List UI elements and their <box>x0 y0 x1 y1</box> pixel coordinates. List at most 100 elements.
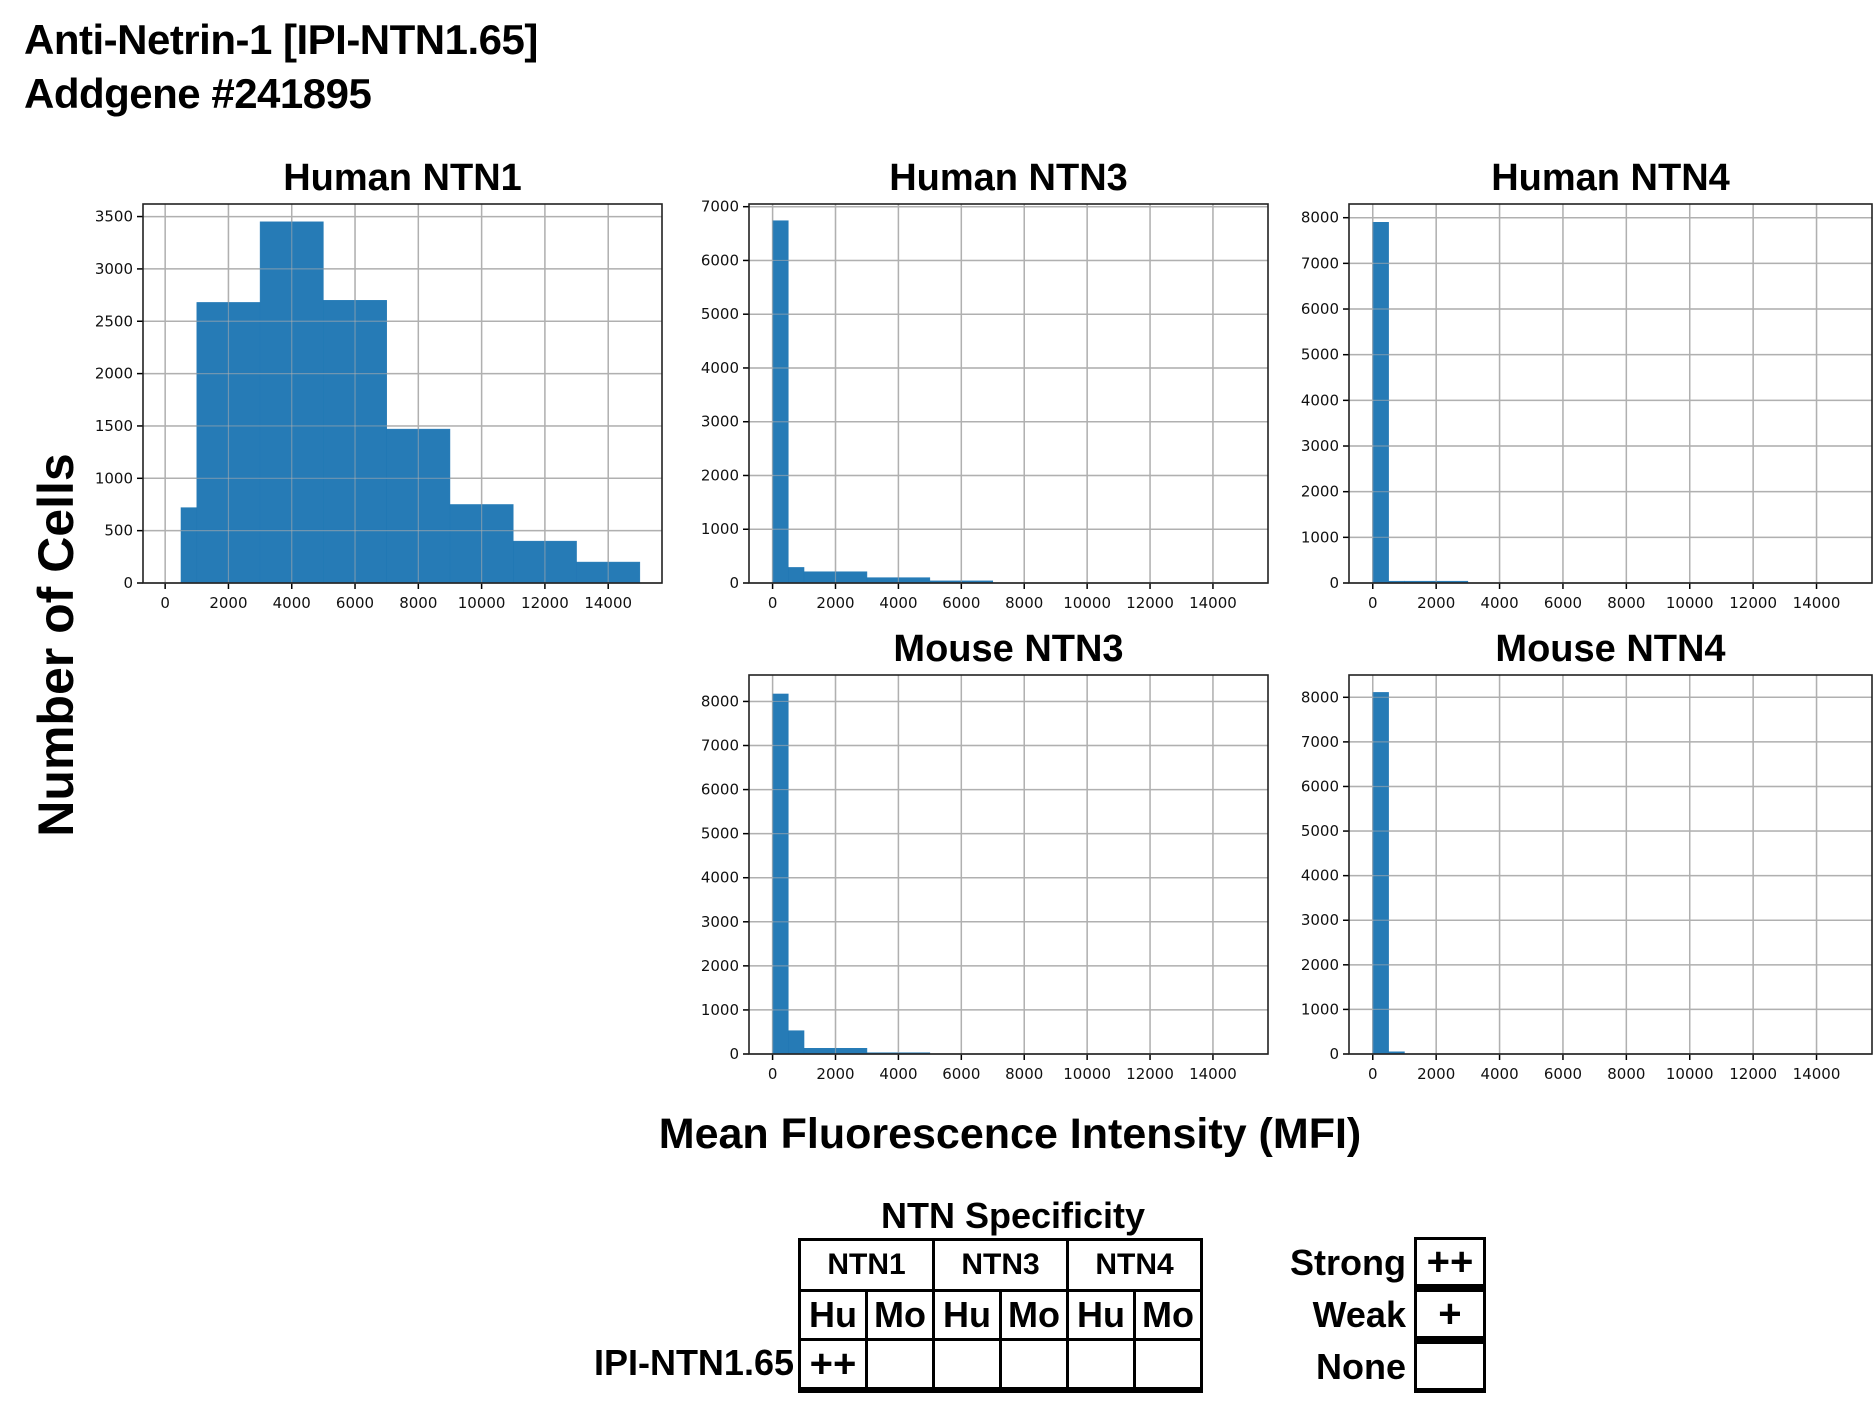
panel-title: Mouse NTN4 <box>1495 628 1725 670</box>
specificity-cell <box>1066 1338 1136 1393</box>
y-tick-label: 6000 <box>701 781 739 799</box>
y-tick-label: 6000 <box>1301 777 1339 795</box>
x-tick-label: 2000 <box>1417 594 1455 612</box>
legend-item-weak: Weak + <box>1290 1289 1486 1341</box>
histogram-bar <box>788 1030 805 1055</box>
y-tick-label: 0 <box>729 574 739 592</box>
y-tick-label: 0 <box>1329 1045 1339 1063</box>
x-tick-label: 10000 <box>1666 1065 1714 1083</box>
x-tick-label: 6000 <box>942 1065 980 1083</box>
x-tick-label: 0 <box>1368 1065 1378 1083</box>
species-header: Mo <box>1133 1289 1203 1341</box>
figure-title: Anti-Netrin-1 [IPI-NTN1.65] <box>24 16 538 63</box>
y-tick-label: 2500 <box>95 312 133 330</box>
histogram-bar <box>180 507 198 584</box>
y-tick-label: 1000 <box>95 469 133 487</box>
y-tick-label: 1000 <box>1301 1000 1339 1018</box>
y-tick-label: 1000 <box>701 520 739 538</box>
group-header: NTN3 <box>932 1238 1069 1292</box>
x-tick-label: 12000 <box>1126 594 1174 612</box>
legend-symbol <box>1413 1341 1486 1393</box>
specificity-cell <box>932 1338 1002 1393</box>
species-header: Hu <box>932 1289 1002 1341</box>
x-tick-label: 2000 <box>209 594 247 612</box>
figure-subtitle: Addgene #241895 <box>24 70 372 117</box>
x-tick-label: 8000 <box>399 594 437 612</box>
y-tick-label: 5000 <box>701 305 739 323</box>
x-tick-label: 10000 <box>1063 594 1111 612</box>
y-tick-label: 2000 <box>701 466 739 484</box>
x-tick-label: 2000 <box>1417 1065 1455 1083</box>
y-tick-label: 5000 <box>701 825 739 843</box>
legend-symbol: ++ <box>1413 1237 1486 1289</box>
legend-item-none: None <box>1290 1341 1486 1393</box>
y-tick-label: 7000 <box>1301 254 1339 272</box>
y-tick-label: 3000 <box>95 260 133 278</box>
histogram-bar <box>1372 692 1389 1055</box>
specificity-row-label: IPI-NTN1.65 <box>593 1342 794 1383</box>
legend-symbol: + <box>1413 1289 1486 1341</box>
axes-frame <box>748 203 1269 584</box>
legend-label: Strong <box>1290 1242 1406 1283</box>
specificity-table: NTN1 NTN3 NTN4 Hu Mo Hu Mo Hu Mo ++ <box>798 1238 1203 1393</box>
x-axis-label: Mean Fluorescence Intensity (MFI) <box>658 1110 1362 1158</box>
y-tick-label: 2000 <box>1301 483 1339 501</box>
x-tick-label: 12000 <box>1729 1065 1777 1083</box>
x-tick-label: 10000 <box>1666 594 1714 612</box>
specificity-table-title: NTN Specificity <box>880 1195 1146 1236</box>
y-tick-label: 8000 <box>1301 209 1339 227</box>
y-tick-label: 2000 <box>701 957 739 975</box>
axes-frame <box>142 203 663 584</box>
y-tick-label: 2000 <box>95 365 133 383</box>
x-tick-label: 8000 <box>1607 1065 1645 1083</box>
group-header-row: NTN1 NTN3 NTN4 <box>798 1238 1203 1292</box>
x-tick-label: 10000 <box>1063 1065 1111 1083</box>
species-header-row: Hu Mo Hu Mo Hu Mo <box>798 1289 1203 1341</box>
species-header: Hu <box>1066 1289 1136 1341</box>
y-tick-label: 1500 <box>95 417 133 435</box>
x-tick-label: 8000 <box>1005 1065 1043 1083</box>
histogram-bar <box>1372 222 1389 584</box>
panel-title: Human NTN4 <box>1491 157 1730 199</box>
x-tick-label: 2000 <box>816 594 854 612</box>
x-tick-label: 12000 <box>1729 594 1777 612</box>
species-header: Mo <box>999 1289 1069 1341</box>
y-tick-label: 4000 <box>701 359 739 377</box>
x-tick-label: 12000 <box>521 594 569 612</box>
specificity-cell <box>1133 1338 1203 1393</box>
y-tick-label: 8000 <box>1301 688 1339 706</box>
x-tick-label: 6000 <box>336 594 374 612</box>
x-tick-label: 14000 <box>1189 1065 1237 1083</box>
x-tick-label: 10000 <box>458 594 506 612</box>
y-tick-label: 7000 <box>1301 733 1339 751</box>
y-tick-label: 6000 <box>1301 300 1339 318</box>
x-tick-label: 4000 <box>1480 1065 1518 1083</box>
species-header: Hu <box>798 1289 868 1341</box>
x-tick-label: 4000 <box>879 594 917 612</box>
x-tick-label: 2000 <box>816 1065 854 1083</box>
y-tick-label: 2000 <box>1301 956 1339 974</box>
group-header: NTN1 <box>798 1238 935 1292</box>
x-tick-label: 0 <box>160 594 170 612</box>
y-tick-label: 3000 <box>701 413 739 431</box>
x-tick-label: 0 <box>1368 594 1378 612</box>
axes-frame <box>1348 674 1873 1055</box>
y-tick-label: 4000 <box>1301 867 1339 885</box>
y-tick-label: 5000 <box>1301 346 1339 364</box>
y-tick-label: 3000 <box>701 913 739 931</box>
x-tick-label: 14000 <box>1793 1065 1841 1083</box>
specificity-value-row: ++ <box>798 1338 1203 1393</box>
y-tick-label: 500 <box>104 522 133 540</box>
y-tick-label: 0 <box>729 1045 739 1063</box>
y-tick-label: 8000 <box>701 692 739 710</box>
x-tick-label: 14000 <box>1189 594 1237 612</box>
y-tick-label: 4000 <box>1301 391 1339 409</box>
x-tick-label: 6000 <box>1544 594 1582 612</box>
x-tick-label: 0 <box>768 1065 778 1083</box>
specificity-cell: ++ <box>798 1338 868 1393</box>
y-tick-label: 7000 <box>701 198 739 216</box>
